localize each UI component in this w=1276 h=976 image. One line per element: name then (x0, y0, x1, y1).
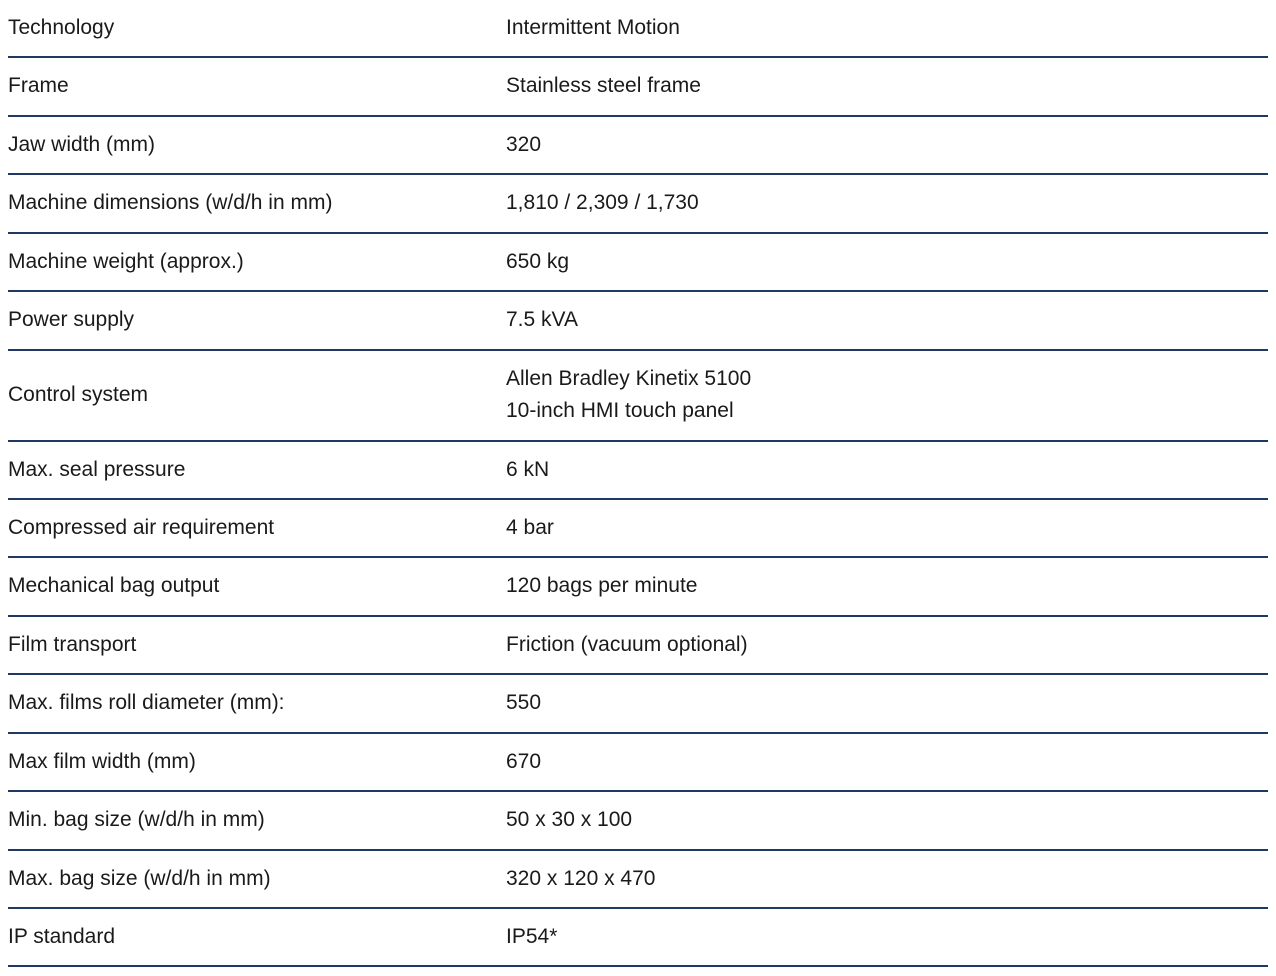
spec-label: Max. films roll diameter (mm): (8, 674, 506, 734)
table-row: Max. bag size (w/d/h in mm) 320 x 120 x 4… (8, 849, 1268, 910)
spec-value: 6 kN (506, 440, 1268, 500)
spec-label: Sealing methods (8, 966, 506, 976)
spec-value: Friction (vacuum optional) (506, 615, 1268, 676)
spec-label: Max film width (mm) (8, 732, 506, 793)
spec-label: IP standard (8, 908, 506, 968)
spec-value-line: 50 x 30 x 100 (506, 808, 633, 832)
spec-value-line: Intermittent Motion (506, 16, 680, 39)
spec-label: Compressed air requirement (8, 498, 506, 559)
spec-label: Technology (8, 0, 506, 59)
table-row: Power supply 7.5 kVA (8, 291, 1268, 351)
spec-label: Jaw width (mm) (8, 115, 506, 176)
spec-value: Stainless steel frame (506, 57, 1268, 117)
spec-value-line: 550 (506, 691, 542, 715)
spec-value: Intermittent Motion (506, 0, 1268, 59)
table-row: IP standard IP54* (8, 908, 1268, 968)
spec-value-line: Stainless steel frame (506, 74, 701, 98)
spec-label: Frame (8, 57, 506, 117)
spec-value: IP54* (506, 908, 1268, 968)
spec-value-line: IP54* (506, 925, 558, 948)
spec-label: Machine weight (approx.) (8, 232, 506, 293)
table-row: Machine weight (approx.) 650 kg (8, 232, 1268, 293)
spec-value-line: 320 (506, 132, 542, 156)
spec-label: Min. bag size (w/d/h in mm) (8, 791, 506, 851)
table-row: Machine dimensions (w/d/h in mm) 1,810 / … (8, 174, 1268, 234)
spec-value-line: 120 bags per minute (506, 574, 698, 598)
table-row: Max. films roll diameter (mm): 550 (8, 674, 1268, 734)
spec-value-line: 320 x 120 x 470 (506, 866, 656, 890)
table-row: Compressed air requirement 4 bar (8, 498, 1268, 559)
spec-value-line: Friction (vacuum optional) (506, 632, 748, 656)
table-row: Max. seal pressure 6 kN (8, 440, 1268, 500)
spec-value: 320 x 120 x 470 (506, 849, 1268, 910)
table-row: Sealing methodsHeat Seal optional cerami… (8, 966, 1268, 976)
spec-label: Control system (8, 349, 506, 442)
spec-table-body: Technology Intermittent Motion Frame Stainl… (8, 0, 1268, 976)
spec-value: 120 bags per minute (506, 557, 1268, 617)
spec-value: Allen Bradley Kinetix 5100 10-inch HMI to… (506, 349, 1268, 442)
spec-value-line: 10-inch HMI touch panel (506, 399, 734, 423)
spec-label: Machine dimensions (w/d/h in mm) (8, 174, 506, 234)
spec-label: Mechanical bag output (8, 557, 506, 617)
spec-label: Power supply (8, 291, 506, 351)
table-row: Film transport Friction (vacuum optional) (8, 615, 1268, 676)
spec-value-line: 650 kg (506, 249, 570, 273)
table-row: Max film width (mm) 670 (8, 732, 1268, 793)
spec-label: Max. seal pressure (8, 440, 506, 500)
spec-value-line: 670 (506, 749, 542, 773)
spec-value-line: 7.5 kVA (506, 308, 578, 332)
spec-value: 650 kg (506, 232, 1268, 293)
table-row: Mechanical bag output 120 bags per minute (8, 557, 1268, 617)
spec-table: Technology Intermittent Motion Frame Stainl… (8, 0, 1268, 976)
spec-label: Film transport (8, 615, 506, 676)
spec-value: 7.5 kVA (506, 291, 1268, 351)
spec-value: 50 x 30 x 100 (506, 791, 1268, 851)
table-row: Jaw width (mm) 320 (8, 115, 1268, 176)
table-row: Control system Allen Bradley Kinetix 5100… (8, 349, 1268, 442)
spec-value: 670 (506, 732, 1268, 793)
spec-value-line: 6 kN (506, 457, 550, 481)
table-row: Frame Stainless steel frame (8, 57, 1268, 117)
table-row: Min. bag size (w/d/h in mm) 50 x 30 x 100 (8, 791, 1268, 851)
spec-value-line: Allen Bradley Kinetix 5100 (506, 366, 752, 390)
spec-value: 1,810 / 2,309 / 1,730 (506, 174, 1268, 234)
spec-value: 320 (506, 115, 1268, 176)
spec-value-line: 4 bar (506, 515, 554, 539)
spec-value: 550 (506, 674, 1268, 734)
spec-label: Max. bag size (w/d/h in mm) (8, 849, 506, 910)
spec-value: Heat Seal optional ceramic seal or combi… (506, 966, 1268, 976)
spec-value-line: 1,810 / 2,309 / 1,730 (506, 191, 699, 215)
table-row: Technology Intermittent Motion (8, 0, 1268, 59)
spec-value: 4 bar (506, 498, 1268, 559)
